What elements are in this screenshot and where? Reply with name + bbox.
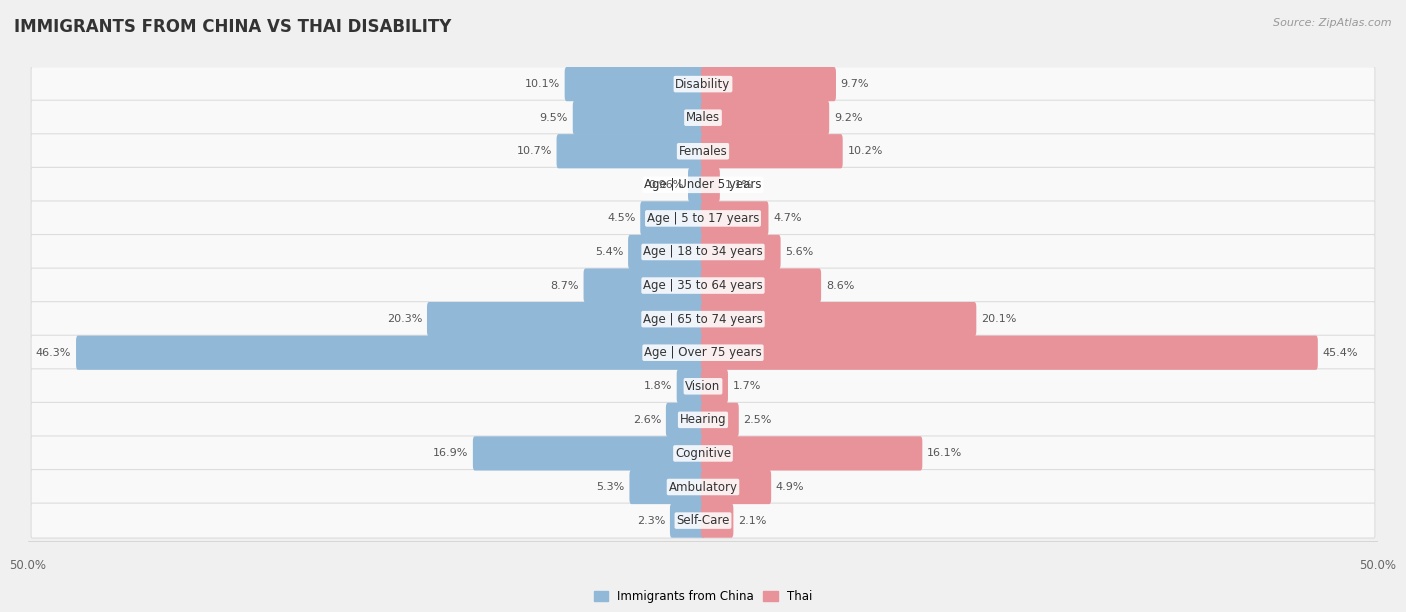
FancyBboxPatch shape bbox=[565, 67, 704, 101]
FancyBboxPatch shape bbox=[666, 403, 704, 437]
Text: 5.4%: 5.4% bbox=[595, 247, 623, 257]
Text: Age | Over 75 years: Age | Over 75 years bbox=[644, 346, 762, 359]
FancyBboxPatch shape bbox=[702, 302, 976, 336]
Text: 4.7%: 4.7% bbox=[773, 214, 801, 223]
FancyBboxPatch shape bbox=[31, 369, 1375, 404]
FancyBboxPatch shape bbox=[702, 201, 769, 236]
Text: 0.96%: 0.96% bbox=[648, 180, 683, 190]
Text: 4.9%: 4.9% bbox=[776, 482, 804, 492]
FancyBboxPatch shape bbox=[31, 335, 1375, 370]
Text: 16.9%: 16.9% bbox=[433, 449, 468, 458]
Text: Cognitive: Cognitive bbox=[675, 447, 731, 460]
Text: 1.7%: 1.7% bbox=[733, 381, 761, 391]
Text: 1.1%: 1.1% bbox=[724, 180, 752, 190]
Text: 4.5%: 4.5% bbox=[607, 214, 636, 223]
Text: Age | 65 to 74 years: Age | 65 to 74 years bbox=[643, 313, 763, 326]
FancyBboxPatch shape bbox=[427, 302, 704, 336]
Text: 9.2%: 9.2% bbox=[834, 113, 862, 122]
FancyBboxPatch shape bbox=[472, 436, 704, 471]
FancyBboxPatch shape bbox=[31, 167, 1375, 203]
FancyBboxPatch shape bbox=[31, 134, 1375, 169]
FancyBboxPatch shape bbox=[31, 403, 1375, 438]
FancyBboxPatch shape bbox=[31, 100, 1375, 135]
Text: 5.3%: 5.3% bbox=[596, 482, 624, 492]
Text: 10.7%: 10.7% bbox=[516, 146, 551, 156]
FancyBboxPatch shape bbox=[702, 168, 720, 202]
FancyBboxPatch shape bbox=[31, 201, 1375, 236]
FancyBboxPatch shape bbox=[702, 269, 821, 303]
FancyBboxPatch shape bbox=[676, 369, 704, 403]
Text: 8.7%: 8.7% bbox=[550, 280, 579, 291]
FancyBboxPatch shape bbox=[688, 168, 704, 202]
Text: 46.3%: 46.3% bbox=[37, 348, 72, 357]
Text: 2.3%: 2.3% bbox=[637, 515, 665, 526]
FancyBboxPatch shape bbox=[669, 504, 704, 538]
Text: Hearing: Hearing bbox=[679, 413, 727, 427]
Text: 1.8%: 1.8% bbox=[644, 381, 672, 391]
FancyBboxPatch shape bbox=[702, 436, 922, 471]
FancyBboxPatch shape bbox=[702, 67, 837, 101]
Text: 9.5%: 9.5% bbox=[540, 113, 568, 122]
FancyBboxPatch shape bbox=[31, 503, 1375, 538]
FancyBboxPatch shape bbox=[702, 335, 1317, 370]
Text: Ambulatory: Ambulatory bbox=[668, 480, 738, 493]
Text: 45.4%: 45.4% bbox=[1323, 348, 1358, 357]
Text: 20.3%: 20.3% bbox=[387, 314, 422, 324]
FancyBboxPatch shape bbox=[31, 268, 1375, 303]
FancyBboxPatch shape bbox=[702, 235, 780, 269]
FancyBboxPatch shape bbox=[702, 470, 770, 504]
Text: 5.6%: 5.6% bbox=[786, 247, 814, 257]
Text: 9.7%: 9.7% bbox=[841, 79, 869, 89]
FancyBboxPatch shape bbox=[628, 235, 704, 269]
Text: 10.2%: 10.2% bbox=[848, 146, 883, 156]
FancyBboxPatch shape bbox=[572, 100, 704, 135]
FancyBboxPatch shape bbox=[702, 134, 842, 168]
FancyBboxPatch shape bbox=[702, 100, 830, 135]
Text: 8.6%: 8.6% bbox=[825, 280, 855, 291]
FancyBboxPatch shape bbox=[702, 504, 734, 538]
Text: Age | 35 to 64 years: Age | 35 to 64 years bbox=[643, 279, 763, 292]
Text: Age | Under 5 years: Age | Under 5 years bbox=[644, 178, 762, 192]
Text: Males: Males bbox=[686, 111, 720, 124]
FancyBboxPatch shape bbox=[640, 201, 704, 236]
FancyBboxPatch shape bbox=[31, 436, 1375, 471]
Text: Source: ZipAtlas.com: Source: ZipAtlas.com bbox=[1274, 18, 1392, 28]
Text: Vision: Vision bbox=[685, 380, 721, 393]
Text: Females: Females bbox=[679, 145, 727, 158]
FancyBboxPatch shape bbox=[31, 469, 1375, 504]
Text: 2.1%: 2.1% bbox=[738, 515, 766, 526]
FancyBboxPatch shape bbox=[583, 269, 704, 303]
Text: 2.6%: 2.6% bbox=[633, 415, 661, 425]
Text: Disability: Disability bbox=[675, 78, 731, 91]
Text: Age | 18 to 34 years: Age | 18 to 34 years bbox=[643, 245, 763, 258]
FancyBboxPatch shape bbox=[31, 302, 1375, 337]
FancyBboxPatch shape bbox=[702, 403, 738, 437]
FancyBboxPatch shape bbox=[630, 470, 704, 504]
Text: 20.1%: 20.1% bbox=[981, 314, 1017, 324]
FancyBboxPatch shape bbox=[702, 369, 728, 403]
Text: 2.5%: 2.5% bbox=[744, 415, 772, 425]
Text: IMMIGRANTS FROM CHINA VS THAI DISABILITY: IMMIGRANTS FROM CHINA VS THAI DISABILITY bbox=[14, 18, 451, 36]
Text: 16.1%: 16.1% bbox=[927, 449, 962, 458]
Text: Age | 5 to 17 years: Age | 5 to 17 years bbox=[647, 212, 759, 225]
Legend: Immigrants from China, Thai: Immigrants from China, Thai bbox=[589, 585, 817, 608]
Text: 10.1%: 10.1% bbox=[524, 79, 560, 89]
FancyBboxPatch shape bbox=[31, 67, 1375, 102]
FancyBboxPatch shape bbox=[31, 234, 1375, 269]
Text: Self-Care: Self-Care bbox=[676, 514, 730, 527]
FancyBboxPatch shape bbox=[557, 134, 704, 168]
FancyBboxPatch shape bbox=[76, 335, 704, 370]
